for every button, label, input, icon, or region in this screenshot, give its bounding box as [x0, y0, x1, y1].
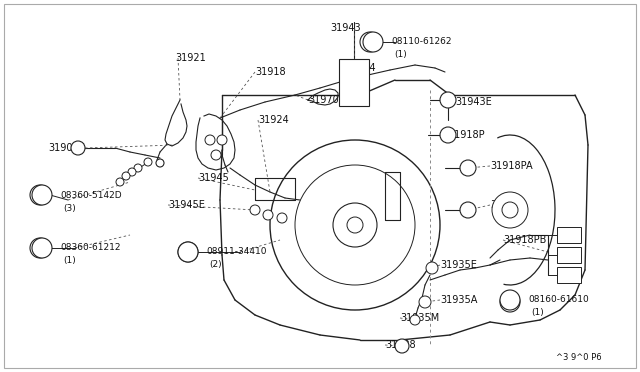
- Circle shape: [32, 238, 52, 258]
- Text: 31935: 31935: [490, 200, 521, 210]
- Circle shape: [460, 202, 476, 218]
- FancyBboxPatch shape: [557, 267, 581, 283]
- Text: 31924: 31924: [258, 115, 289, 125]
- Circle shape: [502, 202, 518, 218]
- Text: S: S: [40, 190, 45, 199]
- Circle shape: [250, 205, 260, 215]
- Circle shape: [347, 217, 363, 233]
- Text: 31918PB: 31918PB: [503, 235, 547, 245]
- Circle shape: [395, 339, 409, 353]
- Circle shape: [30, 238, 50, 258]
- Circle shape: [144, 158, 152, 166]
- Text: 31388: 31388: [385, 340, 415, 350]
- Text: (1): (1): [63, 257, 76, 266]
- Text: 31943: 31943: [330, 23, 360, 33]
- Circle shape: [500, 292, 520, 312]
- Circle shape: [211, 150, 221, 160]
- Text: (1): (1): [394, 51, 407, 60]
- Circle shape: [134, 164, 142, 172]
- Text: (1): (1): [531, 308, 544, 317]
- Circle shape: [217, 135, 227, 145]
- Text: 08110-61262: 08110-61262: [391, 38, 451, 46]
- Circle shape: [178, 242, 198, 262]
- Text: 31918: 31918: [255, 67, 285, 77]
- Text: 31935E: 31935E: [440, 260, 477, 270]
- Circle shape: [440, 127, 456, 143]
- Text: 31935A: 31935A: [440, 295, 477, 305]
- FancyBboxPatch shape: [557, 247, 581, 263]
- Circle shape: [122, 172, 130, 180]
- Circle shape: [156, 159, 164, 167]
- Circle shape: [178, 242, 198, 262]
- Text: S: S: [37, 244, 43, 253]
- Text: B: B: [507, 298, 513, 307]
- Circle shape: [30, 185, 50, 205]
- Circle shape: [360, 32, 380, 52]
- Circle shape: [116, 178, 124, 186]
- Circle shape: [460, 160, 476, 176]
- Text: N: N: [185, 247, 191, 257]
- Text: 08160-61610: 08160-61610: [528, 295, 589, 305]
- Text: B: B: [367, 38, 373, 46]
- Text: (3): (3): [63, 203, 76, 212]
- Circle shape: [128, 168, 136, 176]
- Text: 31901E: 31901E: [48, 143, 84, 153]
- Text: 31918P: 31918P: [448, 130, 484, 140]
- Circle shape: [71, 141, 85, 155]
- Text: 08360-61212: 08360-61212: [60, 244, 120, 253]
- Circle shape: [410, 315, 420, 325]
- Text: 31943E: 31943E: [455, 97, 492, 107]
- Circle shape: [426, 262, 438, 274]
- Circle shape: [440, 92, 456, 108]
- Text: S: S: [40, 244, 45, 253]
- Text: 08360-5142D: 08360-5142D: [60, 190, 122, 199]
- Circle shape: [277, 213, 287, 223]
- Circle shape: [32, 185, 52, 205]
- Text: 08911-34410: 08911-34410: [206, 247, 266, 257]
- Text: 31918PA: 31918PA: [490, 161, 532, 171]
- Text: B: B: [370, 38, 376, 46]
- Circle shape: [270, 140, 440, 310]
- Circle shape: [333, 203, 377, 247]
- Circle shape: [205, 135, 215, 145]
- Circle shape: [263, 210, 273, 220]
- Text: 31970: 31970: [308, 95, 339, 105]
- Text: 31921: 31921: [175, 53, 205, 63]
- Text: N: N: [185, 247, 191, 257]
- FancyBboxPatch shape: [557, 227, 581, 243]
- Text: B: B: [507, 295, 513, 305]
- Circle shape: [295, 165, 415, 285]
- Text: 31935M: 31935M: [400, 313, 439, 323]
- Text: 31945E: 31945E: [168, 200, 205, 210]
- FancyBboxPatch shape: [339, 59, 369, 106]
- Text: (2): (2): [209, 260, 221, 269]
- Text: ^3 9^0 P6: ^3 9^0 P6: [556, 353, 602, 362]
- Text: S: S: [37, 190, 43, 199]
- Text: 31944: 31944: [345, 63, 376, 73]
- Circle shape: [500, 290, 520, 310]
- Circle shape: [363, 32, 383, 52]
- Circle shape: [492, 192, 528, 228]
- Circle shape: [419, 296, 431, 308]
- Text: 31945: 31945: [198, 173, 228, 183]
